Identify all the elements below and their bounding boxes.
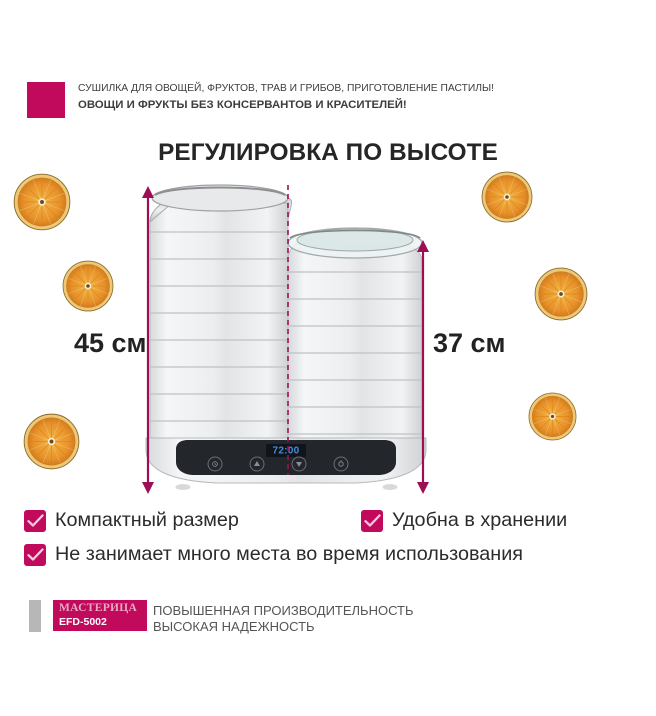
- svg-text:72:00: 72:00: [272, 446, 299, 457]
